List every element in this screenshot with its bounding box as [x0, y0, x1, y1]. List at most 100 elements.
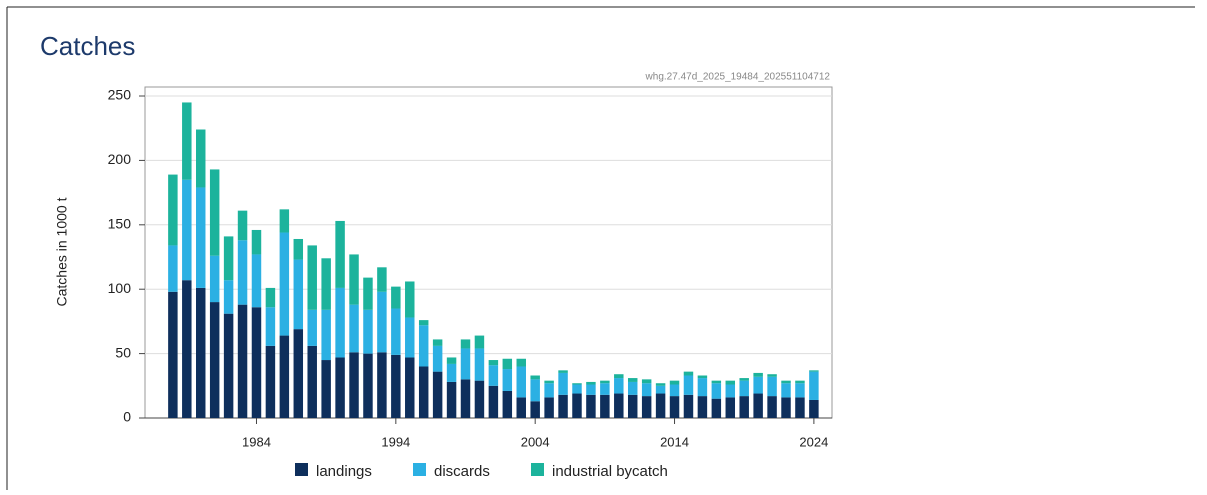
- bar-segment: [697, 375, 708, 379]
- bar-segment: [488, 365, 499, 386]
- bar-segment: [614, 378, 624, 394]
- bar-segment: [251, 307, 262, 418]
- bar-segment: [641, 379, 652, 384]
- bar-segment: [321, 309, 331, 361]
- bar-segment: [627, 394, 638, 418]
- bar-segment: [502, 390, 513, 418]
- y-axis-label: Catches in 1000 t: [54, 197, 70, 306]
- legend-swatch: [295, 463, 308, 476]
- bar-segment: [586, 381, 596, 385]
- bar-segment: [377, 352, 387, 418]
- legend-label: landings: [316, 463, 372, 480]
- bar-segment: [265, 287, 276, 308]
- bar-segment: [558, 372, 568, 395]
- bar-segment: [251, 229, 262, 255]
- bar-segment: [669, 380, 680, 385]
- bar-segment: [293, 238, 304, 260]
- bar-segment: [600, 383, 610, 395]
- y-tick-label: 200: [108, 151, 132, 167]
- bar-segment: [391, 308, 401, 355]
- y-tick-label: 100: [108, 280, 132, 296]
- y-tick-label: 150: [108, 216, 132, 232]
- bar-segment: [753, 376, 763, 394]
- bar-segment: [795, 397, 805, 418]
- bar-segment: [418, 325, 429, 367]
- bar-segment: [349, 352, 359, 418]
- bar-segment: [781, 397, 791, 418]
- bar-segment: [418, 366, 429, 418]
- x-tick-label: 2004: [521, 434, 550, 449]
- bar-segment: [251, 254, 262, 308]
- bar-segment: [223, 313, 234, 418]
- bar-segment: [572, 383, 582, 385]
- bar-segment: [265, 307, 276, 346]
- bar-segment: [307, 245, 317, 310]
- bar-segment: [474, 335, 485, 349]
- bar-segment: [182, 102, 192, 180]
- bar-segment: [391, 354, 401, 418]
- bar-segment: [795, 383, 805, 398]
- bar-segment: [809, 370, 819, 372]
- bar-segment: [781, 380, 791, 384]
- bar-segment: [446, 357, 457, 364]
- bar-segment: [335, 287, 345, 358]
- bar-segment: [669, 396, 680, 418]
- bar-segment: [711, 398, 722, 418]
- bar-segment: [711, 380, 722, 384]
- bar-segment: [460, 348, 471, 380]
- bar-segment: [293, 329, 304, 418]
- bar-segment: [627, 381, 638, 395]
- y-tick-label: 50: [115, 344, 131, 360]
- bar-segment: [474, 348, 485, 381]
- bar-segment: [196, 287, 206, 418]
- bar-segment: [683, 394, 694, 418]
- bar-segment: [209, 169, 220, 256]
- bar-segment: [349, 304, 359, 353]
- x-tick-label: 2024: [799, 434, 828, 449]
- bar-segment: [237, 210, 248, 241]
- bar-segment: [335, 357, 345, 418]
- bar-segment: [168, 174, 178, 246]
- bar-segment: [279, 232, 290, 336]
- bar-segment: [767, 374, 777, 377]
- bar-segment: [502, 358, 513, 370]
- bar-segment: [432, 371, 443, 418]
- bar-segment: [432, 339, 443, 346]
- bar-segment: [405, 317, 415, 358]
- bar-segment: [168, 245, 178, 292]
- bar-segment: [223, 280, 234, 314]
- legend-swatch: [531, 463, 544, 476]
- bar-segment: [809, 399, 819, 418]
- bar-segment: [349, 254, 359, 305]
- bar-segment: [530, 379, 540, 402]
- bar-segment: [460, 339, 471, 349]
- bar-segment: [544, 380, 554, 384]
- bar-segment: [697, 396, 708, 418]
- bar-segment: [655, 383, 666, 386]
- bar-segment: [795, 380, 805, 384]
- bar-segment: [307, 309, 317, 346]
- bar-segment: [781, 383, 791, 398]
- bar-segment: [377, 267, 387, 292]
- bar-segment: [767, 396, 777, 418]
- bar-segment: [363, 309, 373, 354]
- bar-segment: [530, 375, 540, 380]
- bar-segment: [641, 396, 652, 418]
- bar-segment: [683, 375, 694, 395]
- legend-label: industrial bycatch: [552, 463, 668, 480]
- bar-segment: [182, 179, 192, 281]
- bar-segment: [739, 378, 749, 381]
- bar-segment: [502, 369, 513, 391]
- bar-segment: [335, 220, 345, 288]
- bar-segment: [516, 397, 526, 418]
- bar-segment: [683, 371, 694, 376]
- x-tick-label: 1994: [381, 434, 410, 449]
- bar-segment: [586, 394, 596, 418]
- bar-segment: [558, 394, 568, 418]
- bar-segment: [446, 363, 457, 382]
- bar-segment: [572, 393, 582, 418]
- bar-segment: [516, 366, 526, 398]
- bar-segment: [809, 371, 819, 400]
- bar-segment: [725, 384, 736, 398]
